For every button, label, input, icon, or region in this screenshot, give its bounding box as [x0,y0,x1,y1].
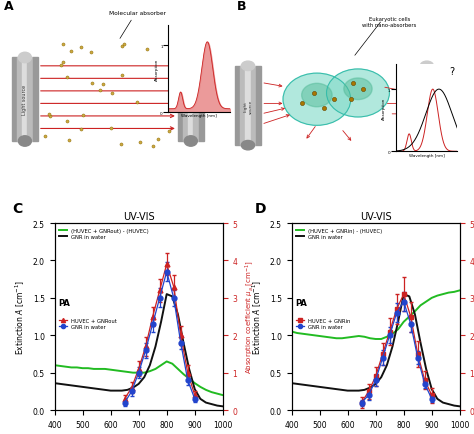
Point [88,49,95,56]
Point [109,90,116,97]
Point [107,125,115,132]
Text: Molecular absorber: Molecular absorber [109,10,166,16]
Bar [188,58,193,141]
Point [349,80,357,87]
Title: UV-VIS: UV-VIS [360,211,392,221]
Point [143,47,151,54]
Point [60,42,67,49]
Point [67,48,74,55]
Text: A: A [4,0,13,13]
Y-axis label: Absorption coefficient $\mu_a$ [cm$^{-1}$]: Absorption coefficient $\mu_a$ [cm$^{-1}… [243,260,256,374]
Ellipse shape [420,141,434,151]
Point [347,96,355,103]
Y-axis label: Absorption: Absorption [382,97,386,120]
Text: PA: PA [295,299,307,308]
Bar [413,67,419,146]
Y-axis label: Extinction $A$ [cm$^{-1}$]: Extinction $A$ [cm$^{-1}$] [251,279,264,355]
Bar [256,67,261,146]
Bar [17,58,22,141]
Text: Eukaryotic cells
with nano-absorbers: Eukaryotic cells with nano-absorbers [362,16,417,27]
Bar [22,58,27,141]
Point [118,72,126,79]
Point [310,90,318,97]
Ellipse shape [420,62,434,71]
Text: PA: PA [58,299,70,308]
Bar [183,58,188,141]
Point [320,105,328,112]
Point [60,59,67,66]
Legend: HUVEC + GNRout, GNR in water: HUVEC + GNRout, GNR in water [57,316,119,331]
Bar [246,67,251,146]
Point [45,111,53,118]
Bar [240,67,246,146]
Bar [424,67,429,146]
Bar [429,67,435,146]
Ellipse shape [18,53,31,63]
Ellipse shape [344,79,372,100]
Bar [178,58,183,141]
Bar [435,67,440,146]
Bar [251,67,256,146]
Text: B: B [237,0,246,13]
Point [42,133,49,140]
Ellipse shape [327,70,390,118]
Point [100,82,107,89]
Ellipse shape [241,141,255,151]
Point [299,101,306,108]
Ellipse shape [283,74,351,126]
Bar [193,58,199,141]
Point [359,86,366,93]
Point [57,62,65,69]
Title: UV-VIS: UV-VIS [123,211,155,221]
Point [78,45,85,52]
X-axis label: Wavelength [nm]: Wavelength [nm] [409,153,445,157]
Bar [27,58,33,141]
Point [79,113,87,120]
Text: Detector: Detector [188,89,193,111]
Point [65,137,73,144]
Point [120,42,128,49]
Point [136,139,144,146]
Text: Light
source: Light source [244,99,252,113]
Point [89,81,96,88]
Y-axis label: Extinction $A$ [cm$^{-1}$]: Extinction $A$ [cm$^{-1}$] [14,279,27,355]
Point [46,114,54,121]
Point [78,126,85,133]
Text: Detector: Detector [425,97,429,116]
Y-axis label: Absorption: Absorption [155,58,159,81]
Bar [12,58,17,141]
Point [168,93,175,100]
Point [63,118,71,125]
Ellipse shape [301,84,332,108]
Bar [33,58,38,141]
Ellipse shape [184,136,197,147]
Point [154,136,162,143]
Bar [199,58,204,141]
X-axis label: Wavelength [nm]: Wavelength [nm] [181,114,217,118]
Ellipse shape [241,62,255,71]
Point [63,75,71,82]
Bar [235,67,240,146]
Ellipse shape [184,53,197,63]
Text: C: C [12,201,23,215]
Point [96,87,104,94]
Ellipse shape [18,136,31,147]
Point [149,143,157,150]
Legend: HUVEC + GNRin, GNR in water: HUVEC + GNRin, GNR in water [294,316,353,331]
Text: D: D [255,201,266,215]
Text: Light source: Light source [22,85,27,115]
Point [330,96,337,103]
Point [165,128,173,135]
Point [133,99,140,106]
Point [118,44,126,51]
Point [118,141,125,148]
Bar [419,67,424,146]
Text: ?: ? [450,66,455,76]
